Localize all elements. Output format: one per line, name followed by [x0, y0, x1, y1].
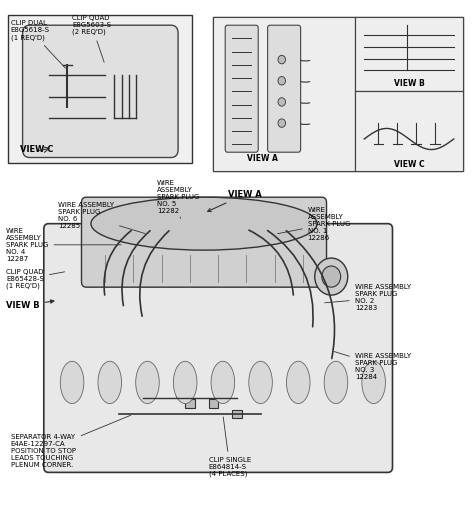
Circle shape: [278, 55, 285, 64]
Bar: [213, 17, 463, 171]
Text: VIEW C: VIEW C: [394, 160, 424, 169]
Text: CLIP DUAL
E8G5618-S
(1 REQ'D): CLIP DUAL E8G5618-S (1 REQ'D): [11, 20, 65, 68]
Bar: [209, 400, 218, 408]
Text: WIRE
ASSEMBLY
SPARK PLUG
NO. 1
12286: WIRE ASSEMBLY SPARK PLUG NO. 1 12286: [277, 206, 350, 240]
Ellipse shape: [286, 361, 310, 404]
Text: CLIP QUAD
E865428-S
(1 REQ'D): CLIP QUAD E865428-S (1 REQ'D): [6, 269, 64, 289]
Ellipse shape: [98, 361, 121, 404]
Ellipse shape: [362, 361, 385, 404]
Bar: [355, 17, 463, 92]
Ellipse shape: [249, 361, 273, 404]
Circle shape: [278, 98, 285, 106]
FancyBboxPatch shape: [9, 14, 192, 163]
Ellipse shape: [136, 361, 159, 404]
Bar: [232, 410, 242, 418]
Text: VIEW B: VIEW B: [6, 300, 54, 310]
FancyBboxPatch shape: [225, 25, 258, 152]
FancyBboxPatch shape: [268, 25, 301, 152]
FancyBboxPatch shape: [23, 25, 178, 157]
FancyBboxPatch shape: [44, 223, 392, 472]
Ellipse shape: [60, 361, 84, 404]
Circle shape: [278, 77, 285, 85]
Text: WIRE ASSEMBLY
SPARK PLUG
NO. 6
12285: WIRE ASSEMBLY SPARK PLUG NO. 6 12285: [58, 202, 145, 234]
Text: WIRE ASSEMBLY
SPARK PLUG
NO. 3
12284: WIRE ASSEMBLY SPARK PLUG NO. 3 12284: [334, 352, 411, 380]
Bar: [213, 17, 355, 171]
Bar: [185, 400, 195, 408]
Text: WIRE ASSEMBLY
SPARK PLUG
NO. 2
12283: WIRE ASSEMBLY SPARK PLUG NO. 2 12283: [325, 284, 411, 311]
Text: VIEW B: VIEW B: [393, 79, 424, 88]
Text: SEPARATOR 4-WAY
E4AE-12297-CA
POSITION TO STOP
LEADS TOUCHING
PLENUM CORNER.: SEPARATOR 4-WAY E4AE-12297-CA POSITION T…: [11, 415, 131, 468]
Text: VIEW A: VIEW A: [208, 190, 261, 212]
Circle shape: [322, 266, 341, 287]
Text: WIRE
ASSEMBLY
SPARK PLUG
NO. 4
12287: WIRE ASSEMBLY SPARK PLUG NO. 4 12287: [6, 228, 121, 262]
Circle shape: [315, 258, 348, 295]
Text: WIRE
ASSEMBLY
SPARK PLUG
NO. 5
12282: WIRE ASSEMBLY SPARK PLUG NO. 5 12282: [157, 180, 199, 218]
Text: VIEW C: VIEW C: [20, 145, 54, 154]
Bar: [176, 389, 185, 397]
Ellipse shape: [173, 361, 197, 404]
Bar: [355, 92, 463, 171]
Ellipse shape: [91, 197, 317, 250]
Ellipse shape: [324, 361, 348, 404]
Text: CLIP QUAD
E8G5603-S
(2 REQ'D): CLIP QUAD E8G5603-S (2 REQ'D): [72, 15, 111, 62]
Text: CLIP SINGLE
E864814-S
(4 PLACES): CLIP SINGLE E864814-S (4 PLACES): [209, 417, 251, 477]
Circle shape: [278, 119, 285, 127]
FancyBboxPatch shape: [82, 197, 327, 287]
Text: VIEW A: VIEW A: [247, 154, 278, 163]
Ellipse shape: [211, 361, 235, 404]
